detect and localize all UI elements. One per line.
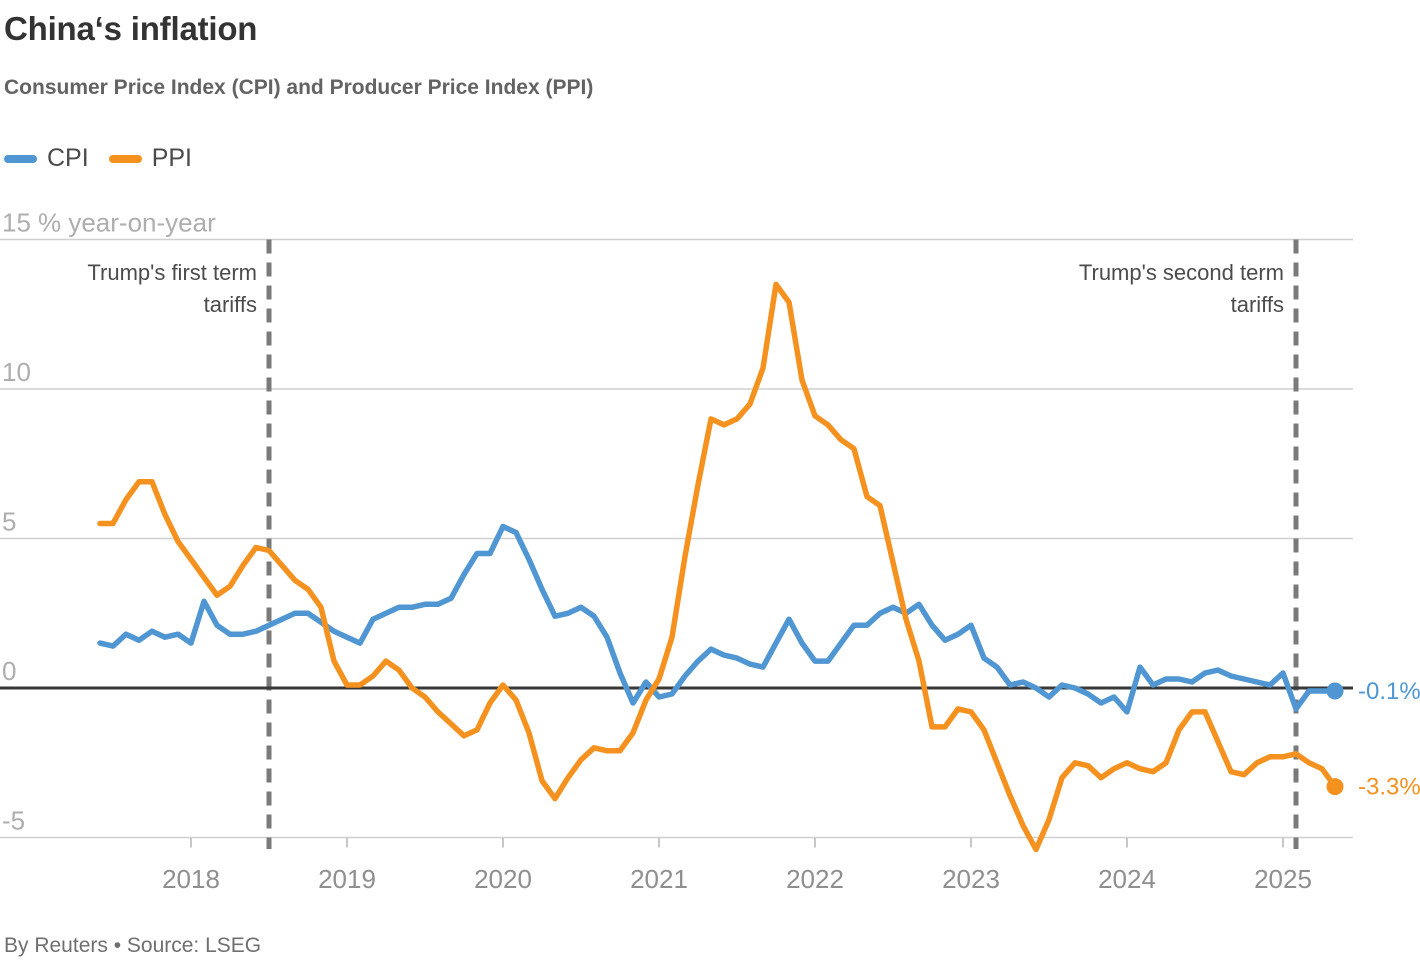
ppi-end-label: -3.3% xyxy=(1358,774,1420,801)
second-term-tariffs-label-line2: tariffs xyxy=(1231,292,1284,317)
second-term-tariffs-label-line1: Trump's second term xyxy=(1079,260,1284,285)
ppi-line xyxy=(97,281,1338,853)
first-term-tariffs-label-line1: Trump's first term xyxy=(87,260,257,285)
first-term-tariffs-label-line2: tariffs xyxy=(204,292,257,317)
xtick-label-2020: 2020 xyxy=(474,864,532,894)
chart-subtitle: Consumer Price Index (CPI) and Producer … xyxy=(4,76,594,99)
xtick-label-2024: 2024 xyxy=(1098,864,1156,894)
ytick-label-0: 0 xyxy=(2,656,16,686)
xtick-label-2021: 2021 xyxy=(630,864,688,894)
ppi-end-dot xyxy=(1326,778,1344,796)
ytick-label-5: 5 xyxy=(2,507,16,537)
source-byline: By Reuters • Source: LSEG xyxy=(4,934,262,957)
cpi-line xyxy=(97,523,1338,715)
ppi-swatch-icon xyxy=(108,154,142,163)
legend-label-ppi: PPI xyxy=(151,144,192,172)
legend-item-cpi: CPI xyxy=(4,144,89,173)
legend: CPI PPI xyxy=(4,144,192,173)
xtick-label-2025: 2025 xyxy=(1254,864,1312,894)
legend-item-ppi: PPI xyxy=(108,144,192,173)
xtick-label-2023: 2023 xyxy=(942,864,1000,894)
ytick-label-10: 10 xyxy=(2,357,31,387)
page-title: China‘s inflation xyxy=(4,10,258,47)
cpi-swatch-icon xyxy=(4,154,37,163)
ytick-label--5: -5 xyxy=(2,806,25,836)
legend-label-cpi: CPI xyxy=(47,144,89,172)
xtick-label-2019: 2019 xyxy=(318,864,376,894)
xtick-label-2022: 2022 xyxy=(786,864,844,894)
cpi-end-label: -0.1% xyxy=(1358,678,1420,705)
cpi-end-dot xyxy=(1326,682,1344,700)
ytick-label-15: 15 xyxy=(2,208,31,238)
y-axis-unit-label: % year-on-year xyxy=(38,208,216,238)
xtick-label-2018: 2018 xyxy=(162,864,220,894)
